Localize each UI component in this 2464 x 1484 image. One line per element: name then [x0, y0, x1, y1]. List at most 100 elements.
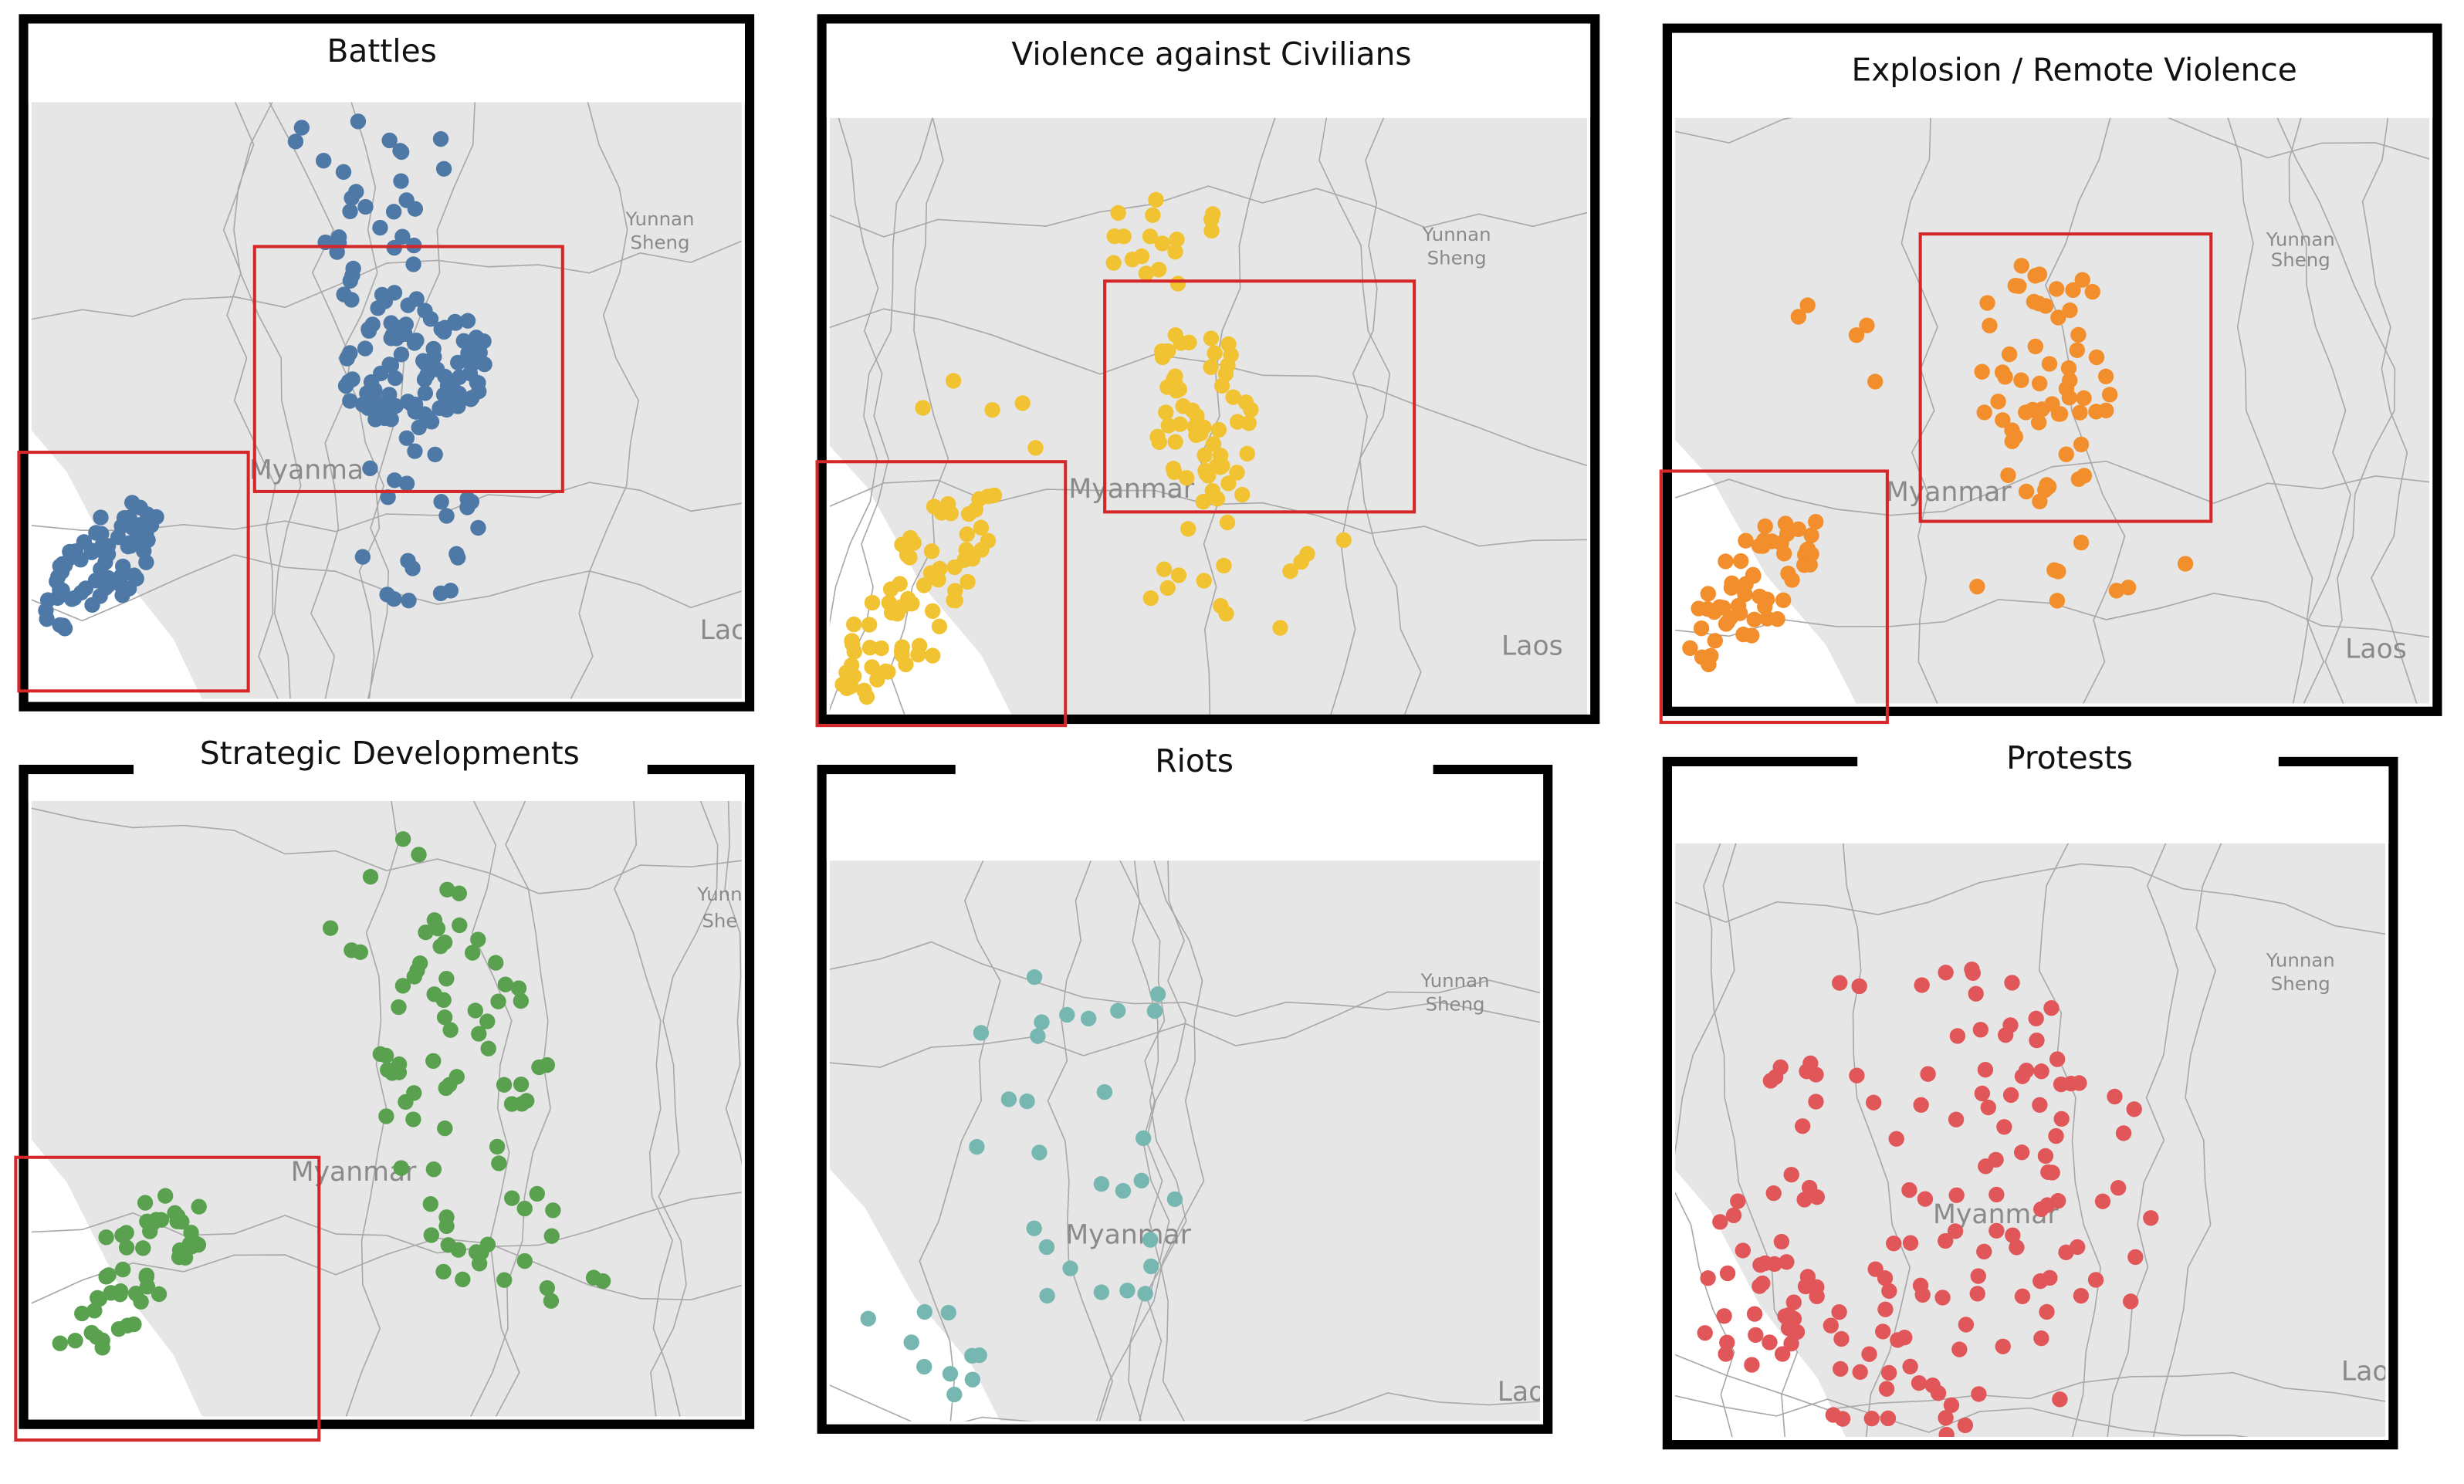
event-dot: [336, 286, 352, 303]
event-dot: [1142, 1232, 1159, 1248]
event-dot: [114, 1227, 130, 1243]
border-line: [2152, 843, 2222, 1437]
title-bar: [1672, 766, 2389, 843]
event-dot: [1160, 417, 1176, 434]
highlight-box: [252, 245, 564, 493]
event-dot: [497, 976, 514, 992]
event-dot: [400, 297, 416, 313]
event-dot: [398, 475, 415, 492]
panel-title: Riots: [1155, 742, 1234, 779]
event-dot: [1142, 228, 1159, 245]
event-dot: [513, 1076, 530, 1093]
event-dot: [407, 404, 423, 420]
border-line: [2288, 117, 2351, 704]
event-dot: [381, 397, 398, 414]
event-dot: [2037, 1148, 2054, 1165]
event-dot: [1738, 576, 1754, 592]
event-dot: [2073, 1287, 2090, 1304]
event-dot: [2049, 593, 2066, 609]
sea: [1675, 1169, 1846, 1437]
event-dot: [1693, 620, 1710, 637]
event-dot: [151, 1286, 168, 1303]
border-line: [650, 800, 719, 1417]
event-dot: [411, 847, 427, 863]
event-dot: [980, 532, 997, 549]
event-dot: [2063, 1075, 2080, 1092]
event-dot: [513, 992, 530, 1009]
border-line: [1675, 460, 2430, 516]
event-dot: [1223, 346, 1239, 363]
event-dot: [1039, 1287, 1055, 1304]
event-dot: [943, 505, 959, 522]
event-dot: [1875, 1323, 1891, 1340]
event-dot: [2065, 282, 2081, 299]
panel-frame: [1662, 23, 2442, 716]
event-dot: [1943, 1397, 1960, 1414]
map-label: Yunnan: [625, 208, 695, 230]
event-dot: [1154, 235, 1170, 252]
event-dot: [1780, 565, 1796, 582]
event-dot: [510, 980, 527, 996]
event-dot: [2032, 1273, 2049, 1290]
event-dot: [1735, 626, 1752, 643]
event-dot: [1972, 1022, 1988, 1038]
event-dot: [439, 377, 456, 394]
event-dot: [422, 1195, 438, 1212]
event-dot: [1146, 1002, 1163, 1019]
event-dot: [1934, 1290, 1951, 1306]
event-dot: [439, 881, 455, 897]
event-dot: [1038, 1239, 1055, 1256]
event-dot: [1809, 1279, 1825, 1295]
event-dot: [183, 1225, 199, 1241]
event-dot: [380, 1062, 396, 1078]
event-dot: [386, 285, 403, 301]
border-line: [829, 185, 1588, 238]
map-label: Sheng: [1427, 247, 1487, 269]
event-dot: [459, 313, 476, 329]
event-dot: [425, 1053, 442, 1069]
event-dot: [1775, 592, 1792, 608]
event-dot: [2050, 309, 2066, 326]
event-dot: [437, 1120, 453, 1137]
event-dot: [1948, 1111, 1965, 1127]
event-dot: [54, 582, 70, 599]
event-dot: [916, 577, 932, 593]
event-dot: [2060, 360, 2077, 377]
border-line: [233, 102, 302, 699]
map-label: Laos: [1501, 630, 1563, 661]
event-dot: [1149, 428, 1166, 445]
event-dot: [2126, 1101, 2142, 1117]
event-dot: [2049, 1051, 2066, 1067]
event-dot: [2030, 295, 2047, 312]
event-dot: [1823, 1317, 1839, 1334]
event-dot: [1170, 567, 1187, 583]
event-dot: [1890, 1332, 1906, 1348]
event-dot: [479, 1236, 496, 1252]
event-dot: [1715, 600, 1731, 616]
event-dot: [398, 430, 415, 446]
event-dot: [1196, 419, 1212, 435]
event-dot: [1977, 1062, 1994, 1078]
event-dot: [1159, 580, 1176, 597]
border-line: [470, 800, 551, 1417]
event-dot: [1755, 538, 1771, 554]
event-dot: [1725, 1207, 1742, 1223]
event-dot: [2001, 346, 2018, 363]
event-dot: [973, 1025, 990, 1041]
event-dot: [1912, 1277, 1929, 1293]
event-dot: [861, 617, 878, 633]
event-dot: [432, 130, 449, 147]
event-dot: [52, 1335, 68, 1351]
map-label: She: [702, 910, 737, 932]
event-dot: [416, 371, 433, 388]
event-dot: [1979, 295, 1995, 311]
event-dot: [362, 868, 379, 885]
event-dot: [2018, 404, 2034, 421]
border-line: [570, 102, 639, 699]
event-dot: [342, 393, 358, 409]
event-dot: [1969, 1286, 1985, 1302]
event-dot: [916, 1303, 932, 1320]
